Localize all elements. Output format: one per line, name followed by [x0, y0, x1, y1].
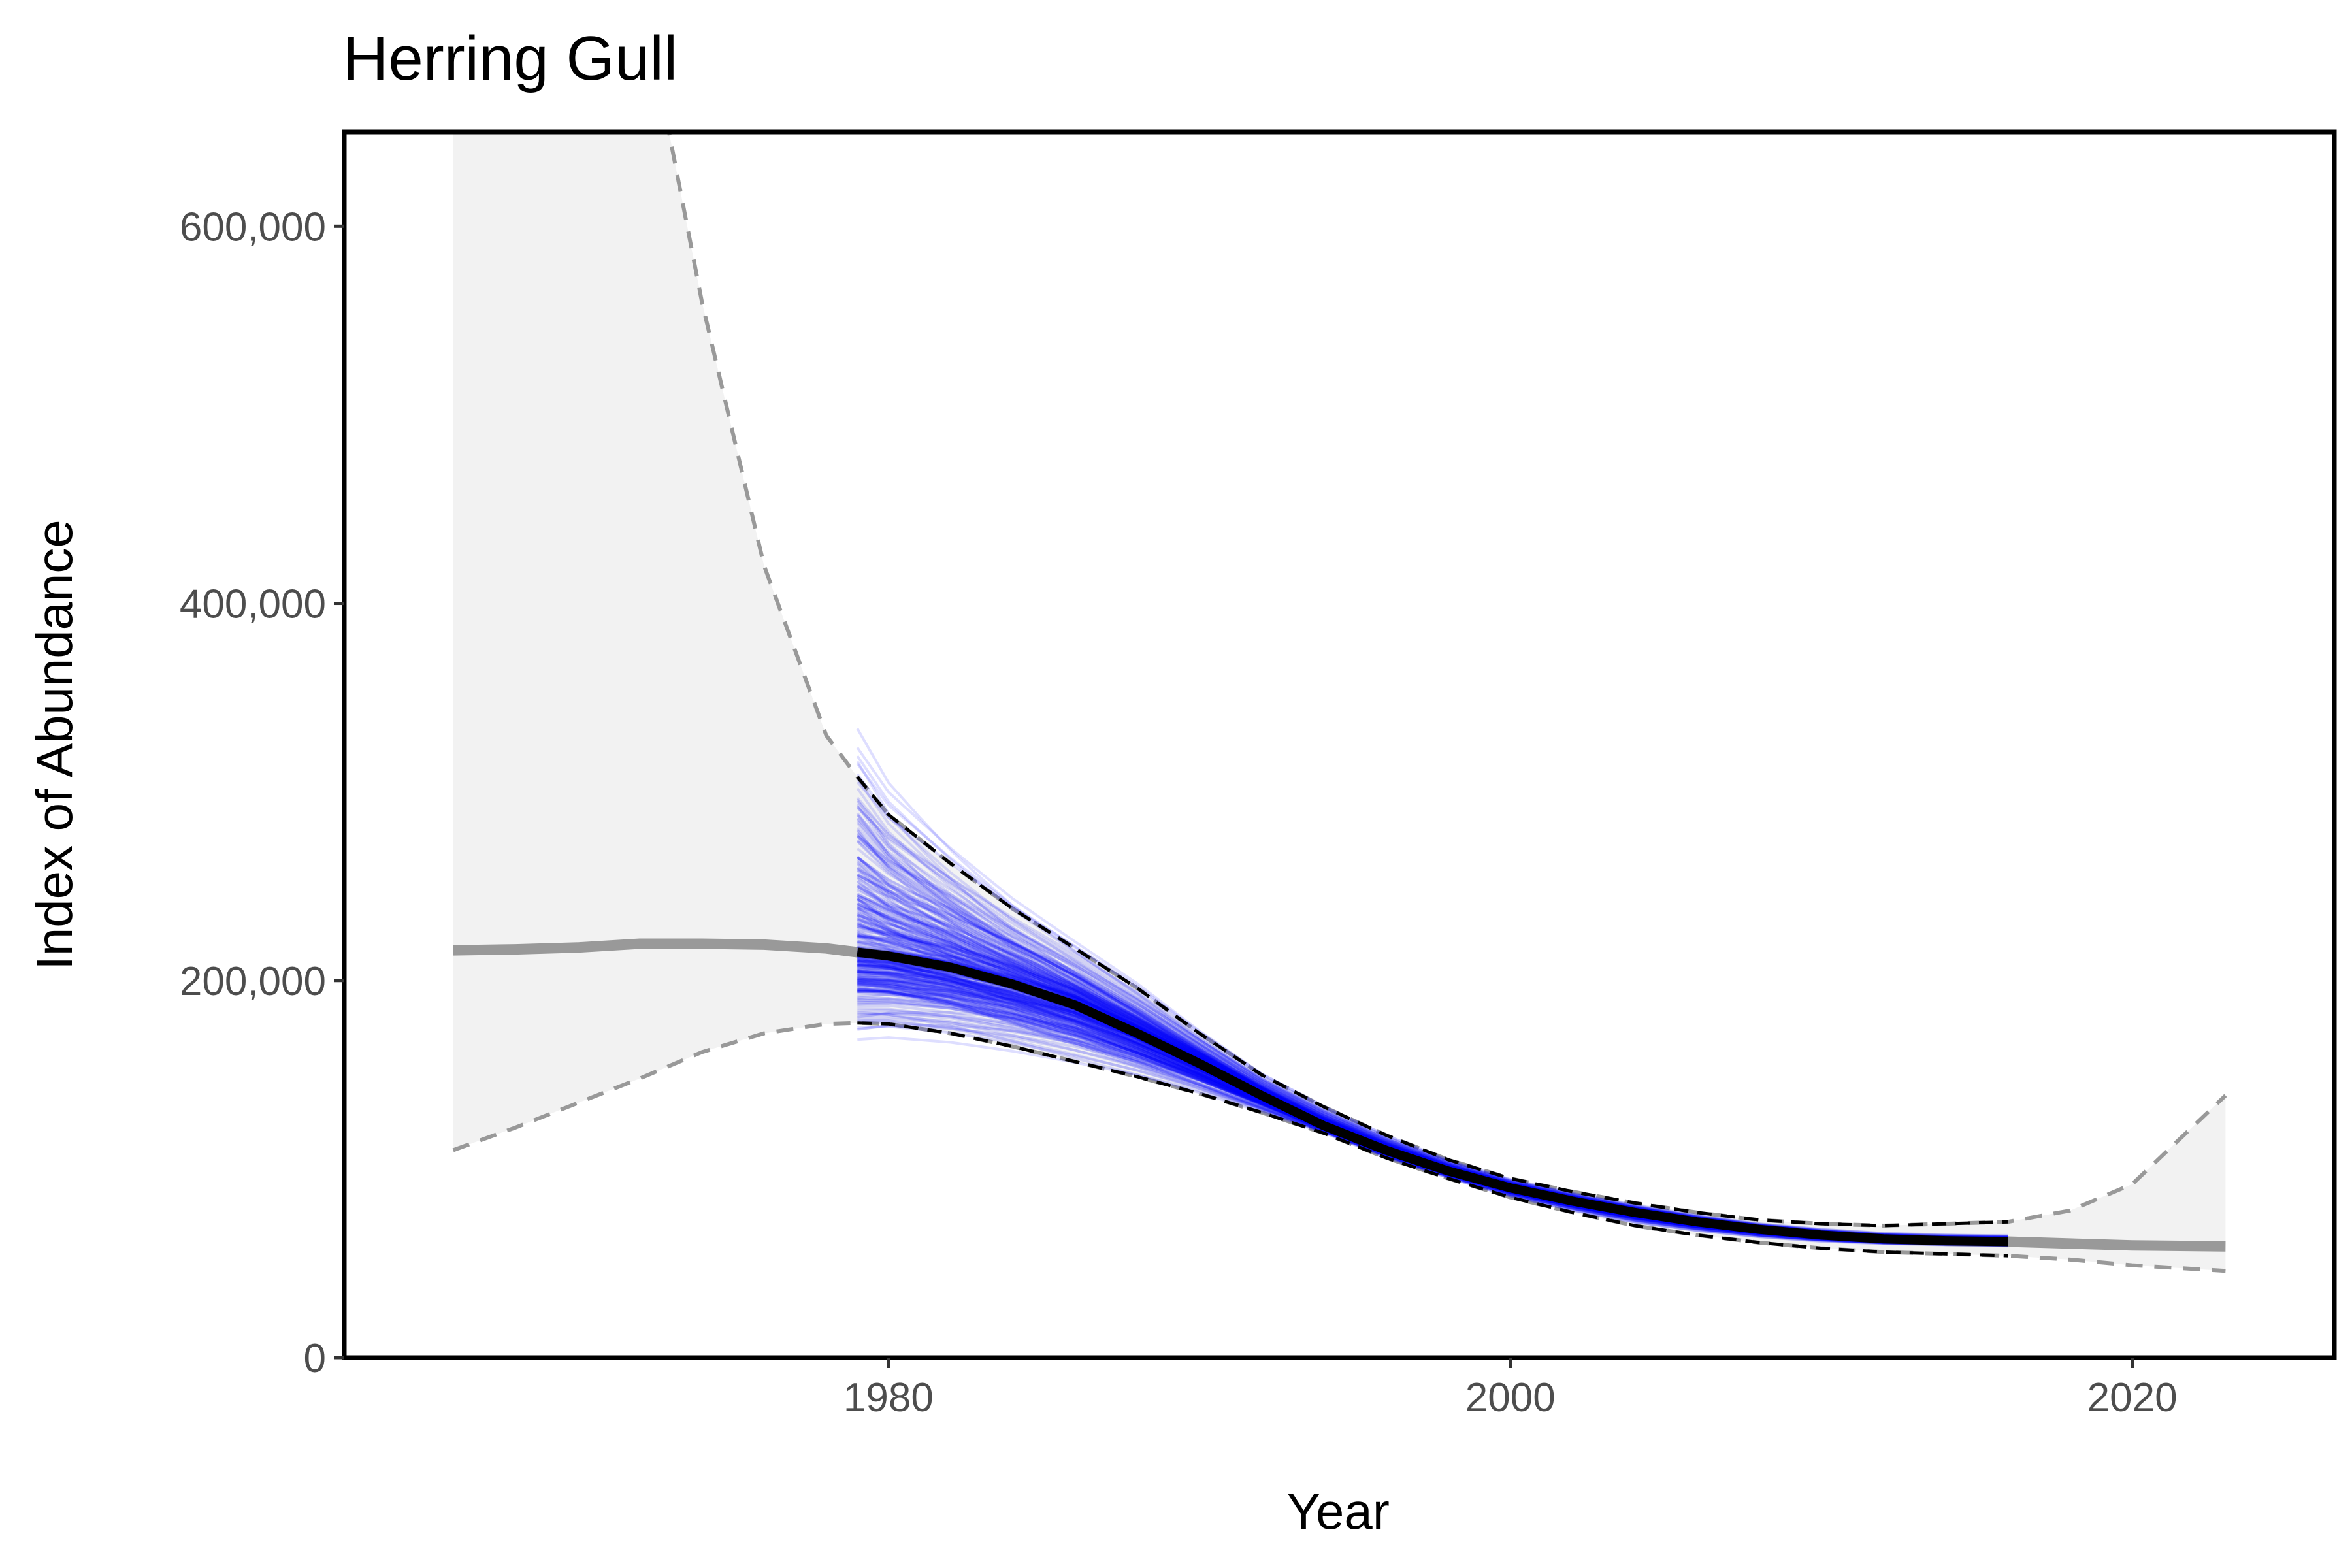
- posterior-draw-line: [857, 981, 2008, 1245]
- x-tick-label: 1980: [843, 1375, 934, 1420]
- chart-title: Herring Gull: [343, 24, 678, 93]
- posterior-draw-line: [857, 987, 2008, 1245]
- full-period-ci-band: [453, 132, 2226, 1271]
- y-tick-label: 400,000: [180, 582, 326, 627]
- posterior-draw-line: [857, 868, 2008, 1241]
- plot-border: [342, 129, 2337, 1360]
- x-tick-label: 2000: [1465, 1375, 1556, 1420]
- plot-area: [452, 132, 2227, 1273]
- x-tick-label: 2020: [2087, 1375, 2178, 1420]
- posterior-draw-line: [857, 1019, 2008, 1247]
- posterior-draw-line: [857, 976, 2008, 1245]
- y-axis-title: Index of Abundance: [25, 519, 83, 970]
- focal-lower-bound: [857, 1021, 2008, 1258]
- y-tick-label: 600,000: [180, 204, 326, 250]
- posterior-draw-line: [857, 986, 2008, 1245]
- x-axis-title: Year: [1286, 1482, 1390, 1540]
- focal-trend-line: [857, 947, 2008, 1247]
- posterior-draw-line: [857, 1036, 2008, 1248]
- x-axis: 1980 2000 2020: [843, 1358, 2178, 1420]
- focal-upper-bound: [856, 776, 2008, 1228]
- y-axis: 0 200,000 400,000 600,000: [180, 204, 344, 1381]
- y-tick-label: 0: [304, 1336, 326, 1381]
- y-tick-label: 200,000: [180, 959, 326, 1004]
